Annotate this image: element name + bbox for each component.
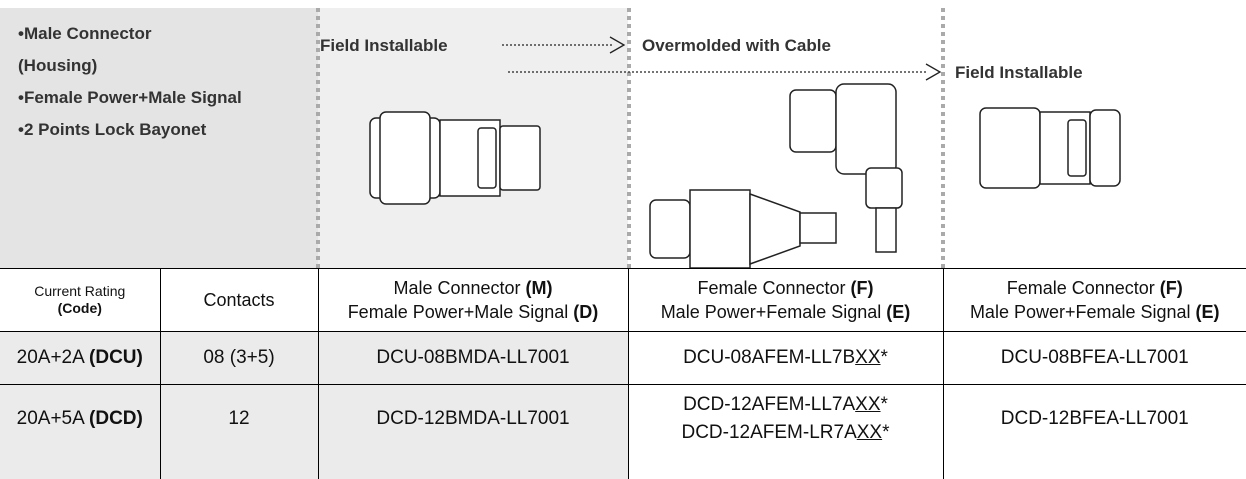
bullet-list: Male Connector (Housing) Female Power+Male…	[18, 18, 242, 146]
cell-line: Current Rating	[0, 283, 159, 300]
table-row: 20A+2A (DCU) 08 (3+5) DCU-08BMDA-LL7001 DCU…	[0, 331, 1246, 385]
table-cell: DCU-08BFEA-LL7001	[942, 331, 1246, 385]
cell-text: DCD-12BMDA-LL7001	[376, 408, 570, 429]
cell-line: Contacts	[161, 288, 317, 312]
table-cell: DCU-08AFEM-LL7BXX*	[627, 331, 944, 385]
table-cell: DCD-12AFEM-LL7AXX* DCD-12AFEM-LR7AXX*	[627, 384, 944, 479]
table-cell: 08 (3+5)	[159, 331, 319, 385]
cell-text: XX	[855, 394, 881, 415]
cell-text: (E)	[886, 302, 911, 322]
table-cell: Current Rating (Code)	[0, 268, 161, 332]
cell-text: DCU-08BFEA-LL7001	[1000, 347, 1189, 368]
header-row: Current Rating (Code) Contacts Male Connect…	[0, 268, 1246, 332]
cell-text: XX	[856, 422, 883, 443]
section-label: Field Installable	[320, 36, 448, 55]
cell-text: Male Power+Female Signal	[660, 302, 887, 322]
cell-text: 20A+2A	[16, 347, 90, 368]
cell-text: 12	[228, 408, 250, 429]
cell-line: DCU-08BFEA-LL7001	[944, 347, 1246, 369]
cell-text: DCD-12BFEA-LL7001	[1000, 408, 1189, 429]
cell-line: 08 (3+5)	[161, 347, 317, 369]
cell-text: Current Rating	[34, 283, 126, 299]
cell-text: (M)	[525, 278, 553, 298]
cell-line: Female Connector (F)	[944, 276, 1246, 300]
table-cell: DCD-12BFEA-LL7001	[942, 384, 1246, 479]
cell-text: (F)	[850, 278, 874, 298]
bullet-line: (Housing)	[18, 56, 98, 75]
cell-line: Male Connector (M)	[319, 276, 627, 300]
cell-text: *	[880, 347, 888, 368]
cell-text: (DCU)	[89, 347, 143, 368]
cell-line: DCU-08BMDA-LL7001	[319, 347, 627, 369]
cell-text: (DCD)	[89, 408, 143, 429]
cell-line: Female Connector (F)	[629, 276, 942, 300]
section-label: Overmolded with Cable	[642, 36, 831, 55]
cell-line: (Code)	[0, 300, 159, 317]
cell-line: 12	[161, 391, 317, 447]
cell-text: DCU-08AFEM-LL7B	[683, 347, 856, 368]
cell-text: DCD-12AFEM-LL7A	[683, 394, 856, 415]
cell-text: 08 (3+5)	[203, 347, 275, 368]
cell-line: DCD-12AFEM-LR7AXX*	[629, 419, 942, 447]
bullet-line: 2 Points Lock Bayonet	[18, 114, 242, 146]
cell-line: DCU-08AFEM-LL7BXX*	[629, 347, 942, 369]
cell-text: (F)	[1159, 278, 1183, 298]
cell-text: Female Connector	[1006, 278, 1160, 298]
cell-line: 20A+5A (DCD)	[0, 391, 159, 447]
drawing	[316, 8, 1121, 268]
cell-line: Female Power+Male Signal (D)	[319, 300, 627, 324]
cell-line: DCD-12BMDA-LL7001	[319, 391, 627, 447]
table-cell: DCD-12BMDA-LL7001	[317, 384, 629, 479]
cell-text: XX	[855, 347, 881, 368]
cell-line: 20A+2A (DCU)	[0, 347, 159, 369]
cell-text: (D)	[573, 302, 599, 322]
cell-text: DCD-12AFEM-LR7A	[681, 422, 857, 443]
cell-text: Female Power+Male Signal	[347, 302, 574, 322]
cell-text: (Code)	[57, 300, 102, 316]
cell-text: Contacts	[203, 290, 275, 310]
cell-text: Male Connector	[393, 278, 526, 298]
cell-line: DCD-12AFEM-LL7AXX*	[629, 391, 942, 419]
cell-line: DCD-12BFEA-LL7001	[944, 391, 1246, 447]
bullet-line: Male Connector	[18, 18, 242, 50]
table-cell: 20A+5A (DCD)	[0, 384, 161, 479]
table-cell: 20A+2A (DCU)	[0, 331, 161, 385]
panel: Male Connector (Housing) Female Power+Male…	[0, 8, 318, 268]
table-row: 20A+5A (DCD) 12 DCD-12BMDA-LL7001 DCD-12AFE…	[0, 384, 1246, 479]
table-cell: Male Connector (M) Female Power+Male Sign…	[317, 268, 629, 332]
cell-text: Female Connector	[697, 278, 851, 298]
top-section: Male Connector (Housing) Female Power+Male…	[0, 8, 1246, 268]
cell-text: DCU-08BMDA-LL7001	[376, 347, 570, 368]
table-cell: Contacts	[159, 268, 319, 332]
table-cell: Female Connector (F) Male Power+Female Si…	[942, 268, 1246, 332]
section-label: Field Installable	[955, 63, 1083, 82]
cell-text: *	[882, 422, 890, 443]
cell-text: 20A+5A	[16, 408, 90, 429]
cell-text: *	[880, 394, 888, 415]
table-cell: 12	[159, 384, 319, 479]
table-cell: DCU-08BMDA-LL7001	[317, 331, 629, 385]
cell-line: Male Power+Female Signal (E)	[944, 300, 1246, 324]
cell-line: Male Power+Female Signal (E)	[629, 300, 942, 324]
table-cell: Female Connector (F) Male Power+Female Si…	[627, 268, 944, 332]
cell-text: (E)	[1195, 302, 1220, 322]
spec-table: Current Rating (Code) Contacts Male Connect…	[0, 268, 1246, 479]
bullet-line: Female Power+Male Signal	[18, 82, 242, 114]
cell-text: Male Power+Female Signal	[969, 302, 1196, 322]
